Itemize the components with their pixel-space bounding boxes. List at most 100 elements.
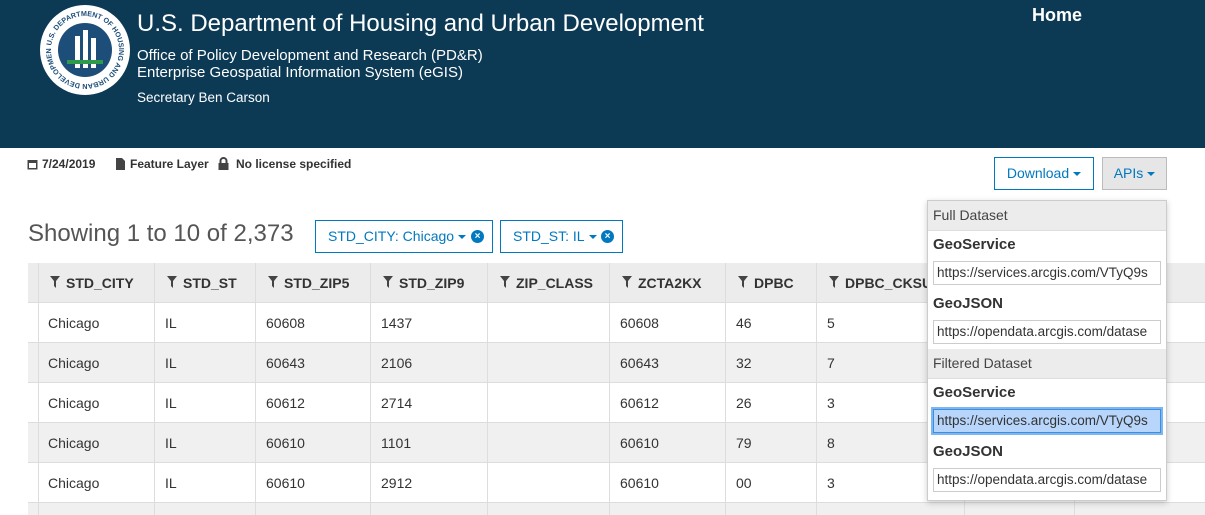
table-cell: 60610 xyxy=(256,423,371,463)
table-cell: 79 xyxy=(726,423,817,463)
button-label: Download xyxy=(1006,165,1070,181)
table-cell: 2714 xyxy=(371,383,488,423)
download-button[interactable]: Download xyxy=(994,157,1094,190)
meta-type: Feature Layer xyxy=(130,157,209,171)
table-cell: 60643 xyxy=(256,343,371,383)
table-cell: 60612 xyxy=(256,383,371,423)
table-cell xyxy=(488,383,610,423)
calendar-icon xyxy=(27,160,38,170)
table-cell xyxy=(488,303,610,343)
filter-icon[interactable] xyxy=(500,276,510,288)
chip-label: STD_ST: IL xyxy=(513,228,585,244)
table-cell: IL xyxy=(155,423,256,463)
filter-icon[interactable] xyxy=(738,276,748,288)
column-header: STD_ZIP5 xyxy=(256,263,371,303)
table-cell xyxy=(610,503,726,515)
site-header xyxy=(0,0,1205,148)
menu-section-title: Full Dataset xyxy=(928,201,1166,231)
table-cell xyxy=(28,343,39,383)
table-cell xyxy=(28,263,39,303)
table-cell: 00 xyxy=(726,463,817,503)
site-subtitle: Office of Policy Development and Researc… xyxy=(137,47,483,64)
logo: U.S. DEPARTMENT OF HOUSING AND URBAN DEV… xyxy=(39,4,130,95)
table-cell: 1437 xyxy=(371,303,488,343)
table-cell xyxy=(371,503,488,515)
table-cell xyxy=(488,463,610,503)
menu-item-label: GeoJSON xyxy=(933,295,1004,312)
table-cell xyxy=(488,503,610,515)
table-cell xyxy=(817,503,965,515)
table-cell xyxy=(488,423,610,463)
results-summary: Showing 1 to 10 of 2,373 xyxy=(28,220,294,247)
table-cell: 60610 xyxy=(256,463,371,503)
menu-item-label: GeoService xyxy=(933,236,1016,253)
table-cell: 60612 xyxy=(610,383,726,423)
menu-item-label: GeoJSON xyxy=(933,443,1004,460)
filter-icon[interactable] xyxy=(829,276,839,288)
column-header: ZCTA2KX xyxy=(610,263,726,303)
table-cell xyxy=(726,503,817,515)
table-cell: Chicago xyxy=(38,343,155,383)
column-header: DPBC xyxy=(726,263,817,303)
table-cell: 60608 xyxy=(610,303,726,343)
filter-chip[interactable]: STD_ST: IL × xyxy=(500,220,623,253)
meta-date: 7/24/2019 xyxy=(42,157,96,171)
table-cell: 46 xyxy=(726,303,817,343)
table-cell: 60608 xyxy=(256,303,371,343)
column-header: STD_ZIP9 xyxy=(371,263,488,303)
api-url-input[interactable]: https://services.arcgis.com/VTyQ9s xyxy=(933,409,1161,433)
table-cell xyxy=(965,503,1075,515)
chip-label: STD_CITY: Chicago xyxy=(328,228,455,244)
menu-item-label: GeoService xyxy=(933,384,1016,401)
table-cell: 2106 xyxy=(371,343,488,383)
api-url-input[interactable]: https://services.arcgis.com/VTyQ9s xyxy=(933,261,1161,285)
table-row xyxy=(28,503,1205,515)
nav-home[interactable]: Home xyxy=(1032,5,1083,25)
filter-icon[interactable] xyxy=(622,276,632,288)
column-header: ZIP_CLASS xyxy=(488,263,610,303)
table-cell: Chicago xyxy=(38,383,155,423)
table-cell xyxy=(488,343,610,383)
table-cell xyxy=(28,503,39,515)
document-icon xyxy=(116,158,125,170)
menu-section-title: Filtered Dataset xyxy=(928,349,1166,379)
table-cell: IL xyxy=(155,383,256,423)
table-cell: IL xyxy=(155,343,256,383)
table-cell xyxy=(28,383,39,423)
site-subtitle: Enterprise Geospatial Information System… xyxy=(137,64,463,81)
table-cell: Chicago xyxy=(38,423,155,463)
table-cell: Chicago xyxy=(38,463,155,503)
column-header: STD_ST xyxy=(155,263,256,303)
button-label: APIs xyxy=(1113,165,1144,181)
column-header: STD_CITY xyxy=(38,263,155,303)
table-cell: 60643 xyxy=(610,343,726,383)
table-cell xyxy=(38,503,155,515)
meta-license: No license specified xyxy=(236,157,352,171)
table-cell: 1101 xyxy=(371,423,488,463)
table-cell: 2912 xyxy=(371,463,488,503)
api-url-input[interactable]: https://opendata.arcgis.com/datase xyxy=(933,320,1161,344)
table-cell xyxy=(28,423,39,463)
table-cell xyxy=(28,463,39,503)
apis-button[interactable]: APIs xyxy=(1102,157,1167,190)
lock-icon xyxy=(218,157,229,170)
filter-icon[interactable] xyxy=(383,276,393,288)
filter-icon[interactable] xyxy=(268,276,278,288)
api-url-input[interactable]: https://opendata.arcgis.com/datase xyxy=(933,468,1161,492)
table-cell: 60610 xyxy=(610,423,726,463)
table-cell xyxy=(256,503,371,515)
table-cell: 26 xyxy=(726,383,817,423)
filter-icon[interactable] xyxy=(167,276,177,288)
table-cell: IL xyxy=(155,303,256,343)
table-cell: Chicago xyxy=(38,303,155,343)
table-cell: 60610 xyxy=(610,463,726,503)
site-title: U.S. Department of Housing and Urban Dev… xyxy=(137,10,704,37)
filter-icon[interactable] xyxy=(50,276,60,288)
table-cell: IL xyxy=(155,463,256,503)
secretary: Secretary Ben Carson xyxy=(137,90,270,105)
table-cell: 32 xyxy=(726,343,817,383)
table-cell xyxy=(155,503,256,515)
table-cell xyxy=(28,303,39,343)
filter-chip[interactable]: STD_CITY: Chicago × xyxy=(315,220,493,253)
